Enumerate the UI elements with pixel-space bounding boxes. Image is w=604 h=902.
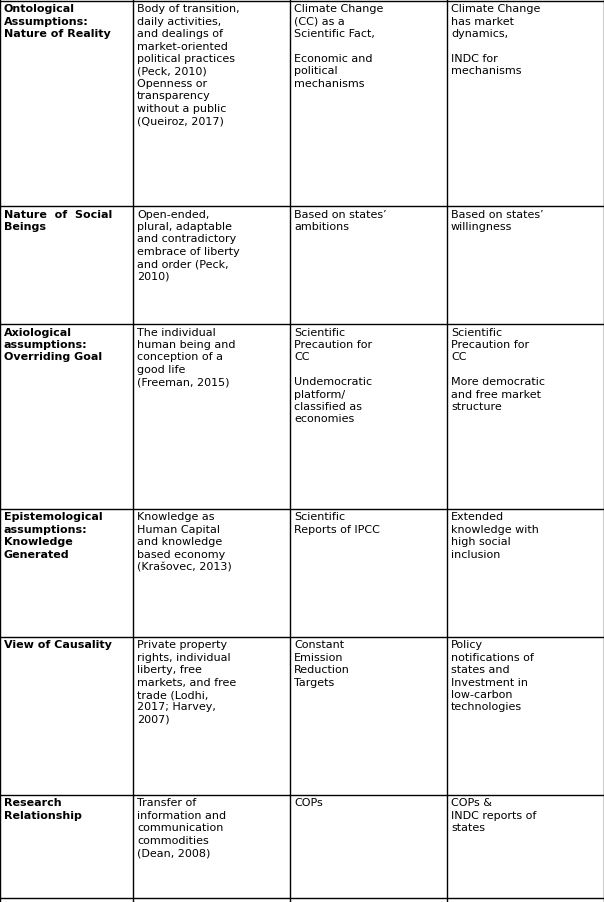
Text: Research
Relationship: Research Relationship [4,798,82,821]
Text: The individual
human being and
conception of a
good life
(Freeman, 2015): The individual human being and conceptio… [137,327,236,387]
Text: Nature  of  Social
Beings: Nature of Social Beings [4,209,112,232]
Text: Policy
notifications of
states and
Investment in
low-carbon
technologies: Policy notifications of states and Inves… [451,640,534,713]
Text: Axiological
assumptions:
Overriding Goal: Axiological assumptions: Overriding Goal [4,327,102,363]
Text: Scientific
Precaution for
CC

Undemocratic
platform/
classified as
economies: Scientific Precaution for CC Undemocrati… [294,327,372,424]
Text: Based on states’
ambitions: Based on states’ ambitions [294,209,387,232]
Text: COPs: COPs [294,798,323,808]
Text: Climate Change
has market
dynamics,

INDC for
mechanisms: Climate Change has market dynamics, INDC… [451,5,541,77]
Text: Based on states’
willingness: Based on states’ willingness [451,209,544,232]
Text: Climate Change
(CC) as a
Scientific Fact,

Economic and
political
mechanisms: Climate Change (CC) as a Scientific Fact… [294,5,384,89]
Text: Epistemological
assumptions:
Knowledge
Generated: Epistemological assumptions: Knowledge G… [4,512,103,560]
Text: View of Causality: View of Causality [4,640,112,650]
Text: Constant
Emission
Reduction
Targets: Constant Emission Reduction Targets [294,640,350,687]
Text: Scientific
Reports of IPCC: Scientific Reports of IPCC [294,512,380,535]
Text: Transfer of
information and
communication
commodities
(Dean, 2008): Transfer of information and communicatio… [137,798,226,858]
Text: Scientific
Precaution for
CC

More democratic
and free market
structure: Scientific Precaution for CC More democr… [451,327,545,412]
Text: Body of transition,
daily activities,
and dealings of
market-oriented
political : Body of transition, daily activities, an… [137,5,240,126]
Text: COPs &
INDC reports of
states: COPs & INDC reports of states [451,798,536,833]
Text: Extended
knowledge with
high social
inclusion: Extended knowledge with high social incl… [451,512,539,560]
Text: Private property
rights, individual
liberty, free
markets, and free
trade (Lodhi: Private property rights, individual libe… [137,640,236,725]
Text: Ontological
Assumptions:
Nature of Reality: Ontological Assumptions: Nature of Reali… [4,5,111,40]
Text: Knowledge as
Human Capital
and knowledge
based economy
(Krašovec, 2013): Knowledge as Human Capital and knowledge… [137,512,232,572]
Text: Open-ended,
plural, adaptable
and contradictory
embrace of liberty
and order (Pe: Open-ended, plural, adaptable and contra… [137,209,240,281]
